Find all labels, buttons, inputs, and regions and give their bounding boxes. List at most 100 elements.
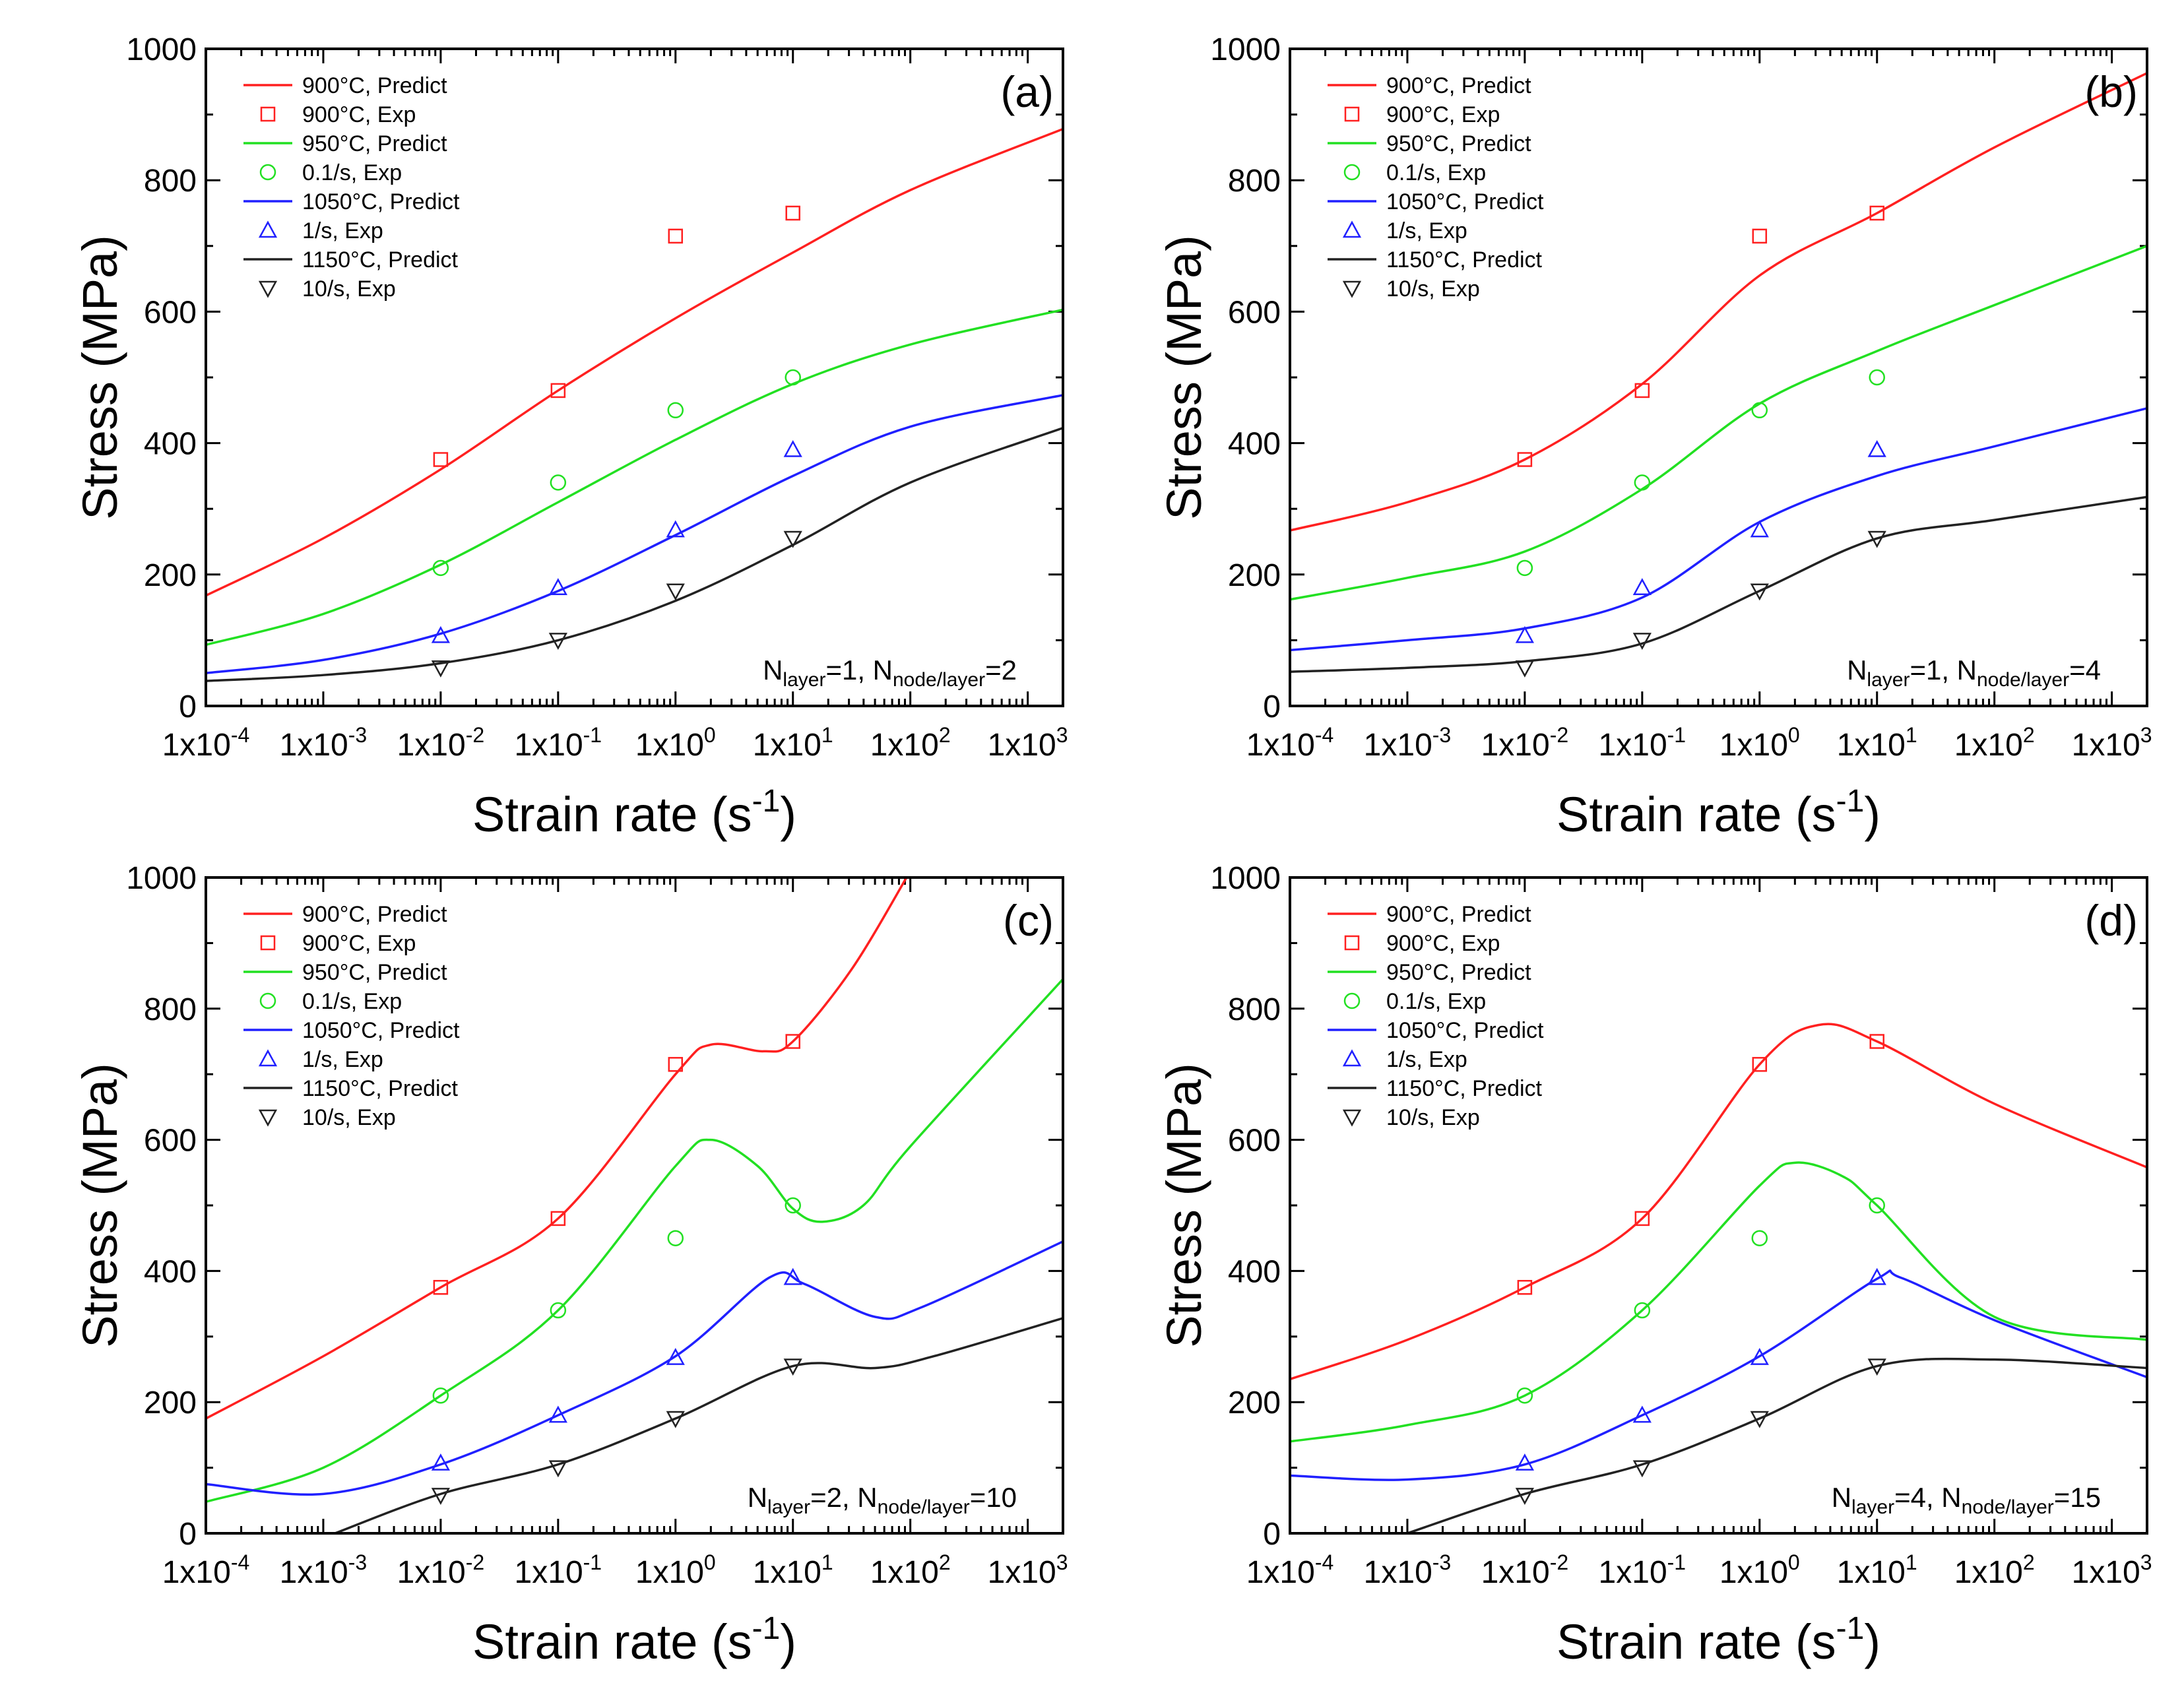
x-axis-title: Strain rate (s-1) — [1557, 1611, 1880, 1669]
legend-label: 900°C, Exp — [1386, 102, 1500, 127]
annotation-text: =15 — [2054, 1482, 2101, 1513]
data-point-circle — [1634, 1302, 1651, 1319]
y-tick-label: 400 — [1228, 427, 1281, 462]
x-axis-title-close: ) — [780, 787, 796, 842]
legend-marker-swatch — [1342, 1049, 1362, 1067]
data-point-triangle-down — [1632, 1460, 1652, 1478]
data-point-square — [1517, 1280, 1533, 1295]
legend-label: 1050°C, Predict — [1386, 189, 1544, 214]
y-tick-label: 0 — [1263, 689, 1281, 724]
data-point-circle — [1751, 1230, 1768, 1246]
data-point-triangle-down — [1867, 530, 1886, 548]
data-point-triangle-up — [666, 520, 685, 538]
x-axis-title-text: Strain rate (s — [472, 787, 752, 842]
y-tick-label: 0 — [179, 689, 197, 724]
x-tick-base: 1x10 — [1954, 728, 2023, 763]
plot-frame — [205, 876, 1064, 1535]
x-tick-exponent: -4 — [1315, 1550, 1333, 1574]
legend-marker-swatch — [260, 935, 276, 951]
legend-label: 10/s, Exp — [1386, 276, 1480, 302]
legend-label: 900°C, Predict — [1386, 902, 1531, 927]
x-tick-exponent: -3 — [1432, 1550, 1451, 1574]
x-tick-base: 1x10 — [515, 1555, 583, 1590]
x-tick-exponent: -1 — [583, 1550, 602, 1574]
y-tick-label: 1000 — [126, 32, 197, 67]
x-tick-label: 1x10-4 — [162, 1550, 250, 1590]
data-point-triangle-down — [431, 660, 450, 678]
series-line — [206, 978, 1063, 1503]
series-line — [1290, 407, 2147, 652]
x-tick-exponent: -2 — [466, 1550, 484, 1574]
y-tick-label: 1000 — [126, 861, 197, 896]
legend-label: 1050°C, Predict — [1386, 1018, 1544, 1043]
y-tick-label: 0 — [179, 1517, 197, 1552]
x-tick-base: 1x10 — [280, 1555, 348, 1590]
y-tick-label: 400 — [1228, 1254, 1281, 1289]
x-tick-label: 1x100 — [1719, 723, 1800, 763]
x-tick-label: 1x102 — [1954, 723, 2035, 763]
legend-label: 900°C, Exp — [302, 931, 416, 956]
y-tick-label: 200 — [1228, 558, 1281, 593]
x-tick-label: 1x10-1 — [515, 1550, 602, 1590]
x-tick-exponent: -2 — [1550, 1550, 1568, 1574]
x-tick-exponent: 0 — [704, 723, 716, 747]
x-tick-label: 1x103 — [988, 1550, 1068, 1590]
annotation-text: N — [1832, 1482, 1851, 1513]
y-tick-label: 800 — [144, 992, 197, 1027]
x-tick-exponent: -1 — [1667, 1550, 1686, 1574]
data-point-triangle-up — [431, 1453, 450, 1471]
legend-label: 10/s, Exp — [1386, 1105, 1480, 1130]
series-line — [335, 1317, 1063, 1533]
x-tick-exponent: 0 — [1788, 723, 1800, 747]
x-tick-base: 1x10 — [1246, 728, 1315, 763]
legend-marker-swatch — [1343, 992, 1361, 1009]
legend: 900°C, Predict 900°C, Exp 950°C, Predict 0.… — [1328, 902, 1544, 1130]
x-tick-base: 1x10 — [1837, 728, 1906, 763]
data-point-triangle-down — [1867, 1358, 1886, 1376]
chart-panel-d: 1x10-4 1x10-3 1x10-2 1x10-1 1x100 1x101 1x102 1… — [1157, 861, 2152, 1669]
data-point-triangle-down — [431, 1488, 450, 1505]
x-tick-base: 1x10 — [397, 1555, 466, 1590]
panel-label: (b) — [2084, 67, 2138, 116]
x-axis-title-close: ) — [1864, 1614, 1880, 1669]
data-point-triangle-up — [431, 625, 450, 643]
data-point-triangle-down — [548, 633, 567, 651]
data-point-triangle-down — [1750, 583, 1769, 601]
data-point-triangle-down — [1515, 660, 1534, 678]
x-tick-base: 1x10 — [1246, 1555, 1315, 1590]
chart-panel-c: 1x10-4 1x10-3 1x10-2 1x10-1 1x100 1x101 1x102 1… — [73, 861, 1068, 1669]
data-point-circle — [667, 402, 684, 419]
y-tick-label: 800 — [1228, 164, 1281, 199]
legend-label: 950°C, Predict — [1386, 131, 1531, 156]
legend-label: 10/s, Exp — [302, 276, 396, 302]
legend-marker-swatch — [259, 164, 276, 181]
legend-marker-swatch — [1342, 280, 1362, 298]
x-tick-base: 1x10 — [635, 1555, 704, 1590]
data-point-circle — [785, 1197, 801, 1214]
x-axis-title-text: Strain rate (s — [472, 1614, 752, 1669]
x-tick-exponent: 2 — [2023, 723, 2035, 747]
legend-label: 1150°C, Predict — [1386, 1076, 1543, 1101]
data-point-triangle-up — [1750, 520, 1769, 538]
legend-label: 900°C, Exp — [302, 102, 416, 127]
x-tick-base: 1x10 — [2072, 728, 2140, 763]
x-tick-base: 1x10 — [753, 728, 821, 763]
legend-label: 950°C, Predict — [302, 131, 447, 156]
x-tick-exponent: 0 — [1788, 1550, 1800, 1574]
plot-frame — [205, 48, 1064, 707]
legend-marker-swatch — [258, 280, 278, 298]
series-line — [1290, 245, 2147, 601]
y-axis-title: Stress (MPa) — [73, 1063, 127, 1348]
series-line — [206, 427, 1063, 682]
legend-label: 900°C, Predict — [302, 902, 447, 927]
x-tick-exponent: 3 — [1056, 723, 1068, 747]
data-point-square — [1634, 383, 1650, 398]
data-point-circle — [550, 1302, 567, 1319]
legend-label: 0.1/s, Exp — [302, 989, 402, 1014]
data-point-circle — [667, 1230, 684, 1246]
legend-marker-swatch — [1342, 220, 1362, 238]
legend-marker-swatch — [1344, 935, 1360, 951]
x-axis-title: Strain rate (s-1) — [472, 784, 796, 842]
data-point-circle — [1516, 1387, 1533, 1404]
chart-panel-b: 1x10-4 1x10-3 1x10-2 1x10-1 1x100 1x101 1x102 1… — [1157, 32, 2152, 842]
